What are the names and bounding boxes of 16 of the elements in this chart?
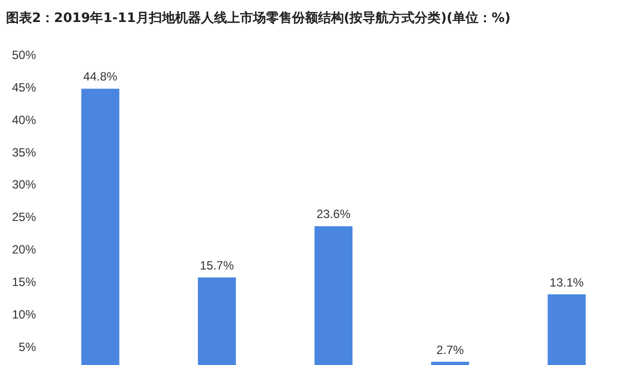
y-tick-label: 50% [12, 48, 36, 62]
y-tick-label: 35% [12, 145, 36, 160]
data-label: 13.1% [550, 275, 584, 290]
y-tick-label: 5% [18, 340, 36, 354]
data-label: 2.7% [436, 342, 464, 357]
y-tick-label: 15% [12, 274, 36, 289]
title: 图表2：2019年1-11月扫地机器人线上市场零售份额结构(按导航方式分类)(单位：%) [6, 11, 511, 26]
y-tick-label: 10% [12, 307, 36, 322]
data-label: 23.6% [316, 207, 351, 222]
y-tick-label: 40% [12, 112, 36, 127]
data-label: 44.8% [83, 70, 118, 84]
y-tick-label: 20% [12, 242, 36, 257]
y-tick-label: 45% [12, 80, 36, 94]
data-label: 15.7% [200, 258, 234, 272]
y-tick-label: 30% [12, 178, 36, 192]
y-tick-label: 25% [12, 210, 36, 224]
